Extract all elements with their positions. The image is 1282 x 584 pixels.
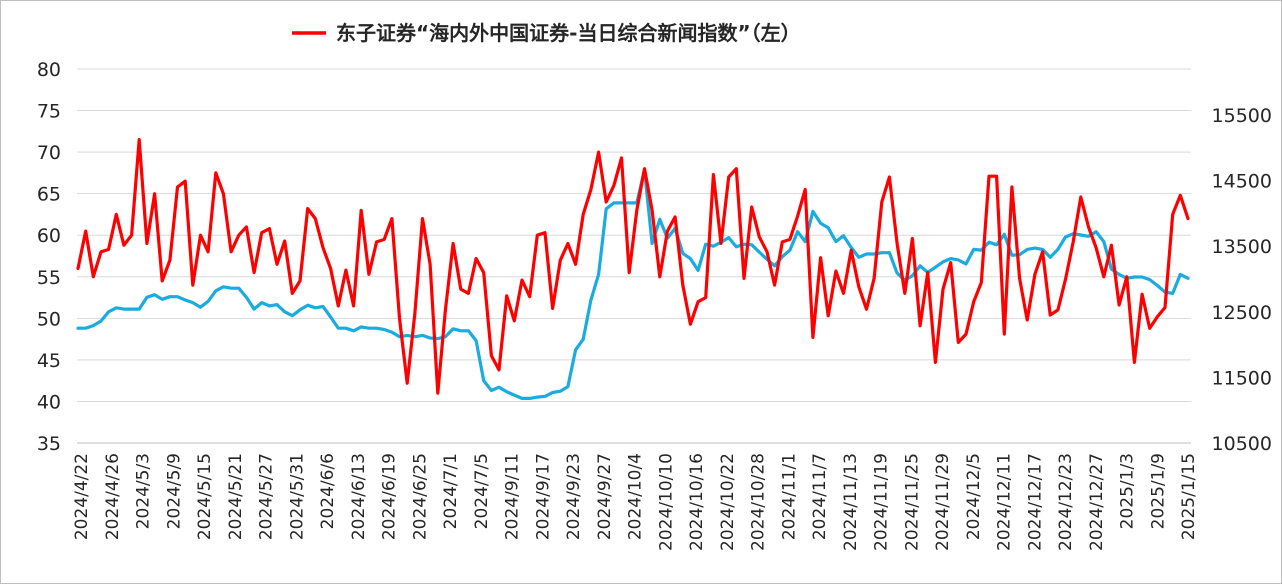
x-tick-label: 2024/9/27 (595, 453, 615, 540)
x-tick-label: 2024/4/22 (72, 453, 92, 540)
x-tick-label: 2025/1/15 (1179, 453, 1199, 540)
x-tick-label: 2024/5/21 (226, 453, 246, 540)
x-tick-label: 2024/6/19 (380, 453, 400, 540)
left-tick-label: 60 (37, 225, 61, 247)
right-tick-label: 14500 (1212, 171, 1272, 193)
gridlines (77, 68, 1191, 444)
x-tick-label: 2024/11/13 (841, 453, 861, 551)
x-tick-label: 2024/10/16 (687, 453, 707, 551)
left-tick-label: 65 (37, 184, 61, 206)
x-tick-label: 2024/11/1 (779, 453, 799, 540)
x-tick-label: 2024/11/19 (872, 453, 892, 551)
x-tick-label: 2024/7/1 (441, 453, 461, 529)
x-tick-label: 2024/12/17 (1025, 453, 1045, 551)
x-tick-label: 2025/1/9 (1148, 453, 1168, 529)
x-tick-label: 2024/6/6 (318, 453, 338, 529)
x-tick-label: 2024/9/11 (503, 453, 523, 540)
series-lines (76, 138, 1190, 400)
left-tick-label: 35 (37, 433, 61, 455)
left-tick-label: 40 (37, 391, 61, 413)
right-tick-label: 10500 (1212, 433, 1272, 455)
x-tick-label: 2024/12/5 (964, 453, 984, 540)
left-tick-label: 75 (37, 101, 61, 123)
x-tick-label: 2024/5/27 (257, 453, 277, 540)
right-tick-label: 13500 (1212, 236, 1272, 258)
x-tick-label: 2024/5/31 (287, 453, 307, 540)
x-tick-label: 2024/12/11 (995, 453, 1015, 551)
left-tick-label: 45 (37, 350, 61, 372)
right-axis: 15500 14500 13500 12500 11500 10500 (1212, 105, 1272, 455)
right-tick-label: 11500 (1212, 367, 1272, 389)
x-tick-label: 2024/9/23 (564, 453, 584, 540)
x-tick-label: 2024/11/25 (902, 453, 922, 551)
series-line-red-news-index (76, 138, 1190, 395)
left-tick-label: 50 (37, 308, 61, 330)
left-tick-label: 70 (37, 142, 61, 164)
x-tick-label: 2024/7/5 (472, 453, 492, 529)
x-tick-label: 2024/10/28 (749, 453, 769, 551)
x-tick-label: 2024/11/29 (933, 453, 953, 551)
x-tick-label: 2024/10/22 (718, 453, 738, 551)
left-tick-label: 55 (37, 267, 61, 289)
x-tick-label: 2024/6/25 (410, 453, 430, 540)
legend-label: 东子证券“海内外中国证券-当日综合新闻指数”（左） (336, 21, 801, 45)
right-tick-label: 15500 (1212, 105, 1272, 127)
x-tick-label: 2024/5/3 (134, 453, 154, 529)
x-tick-label: 2024/10/4 (626, 453, 646, 540)
x-tick-label: 2025/1/3 (1118, 453, 1138, 529)
x-tick-label: 2024/10/10 (656, 453, 676, 551)
x-tick-label: 2024/9/17 (533, 453, 553, 540)
right-tick-label: 12500 (1212, 302, 1272, 324)
x-tick-label: 2024/11/7 (810, 453, 830, 540)
x-axis: 2024/4/22 2024/4/26 2024/5/3 2024/5/9 2024/5… (72, 442, 1199, 551)
x-tick-label: 2024/5/15 (195, 453, 215, 540)
x-tick-label: 2024/4/26 (103, 453, 123, 540)
x-tick-label: 2024/6/13 (349, 453, 369, 540)
x-tick-label: 2024/12/27 (1087, 453, 1107, 551)
legend: 东子证券“海内外中国证券-当日综合新闻指数”（左） (292, 21, 801, 45)
x-tick-label: 2024/12/23 (1056, 453, 1076, 551)
x-tick-label: 2024/5/9 (164, 453, 184, 529)
left-axis: 80 75 70 65 60 55 50 45 40 35 (37, 59, 61, 455)
left-tick-label: 80 (37, 59, 61, 81)
series-line-blue-index (76, 168, 1190, 400)
